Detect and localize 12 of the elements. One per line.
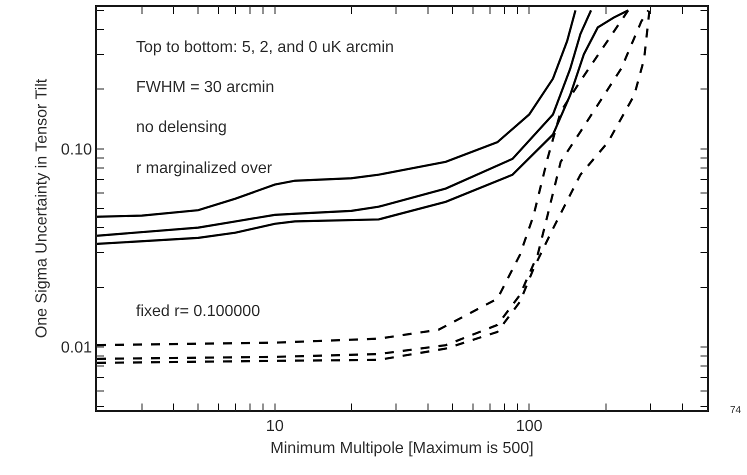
y-tick-label: 0.10	[60, 141, 92, 158]
annotation: Top to bottom: 5, 2, and 0 uK arcmin	[136, 39, 394, 56]
x-tick-label: 10	[266, 418, 284, 435]
y-tick-label: 0.01	[60, 339, 92, 356]
y-axis-title: One Sigma Uncertainty in Tensor Tilt	[33, 78, 50, 338]
annotation: no delensing	[136, 119, 227, 136]
x-axis-title: Minimum Multipole [Maximum is 500]	[270, 440, 534, 458]
x-tick-label: 100	[516, 418, 543, 435]
text: 74	[730, 405, 742, 416]
annotation: r marginalized over	[136, 160, 273, 177]
annotation: fixed r= 0.100000	[136, 303, 260, 320]
annotation: FWHM = 30 arcmin	[136, 79, 274, 96]
